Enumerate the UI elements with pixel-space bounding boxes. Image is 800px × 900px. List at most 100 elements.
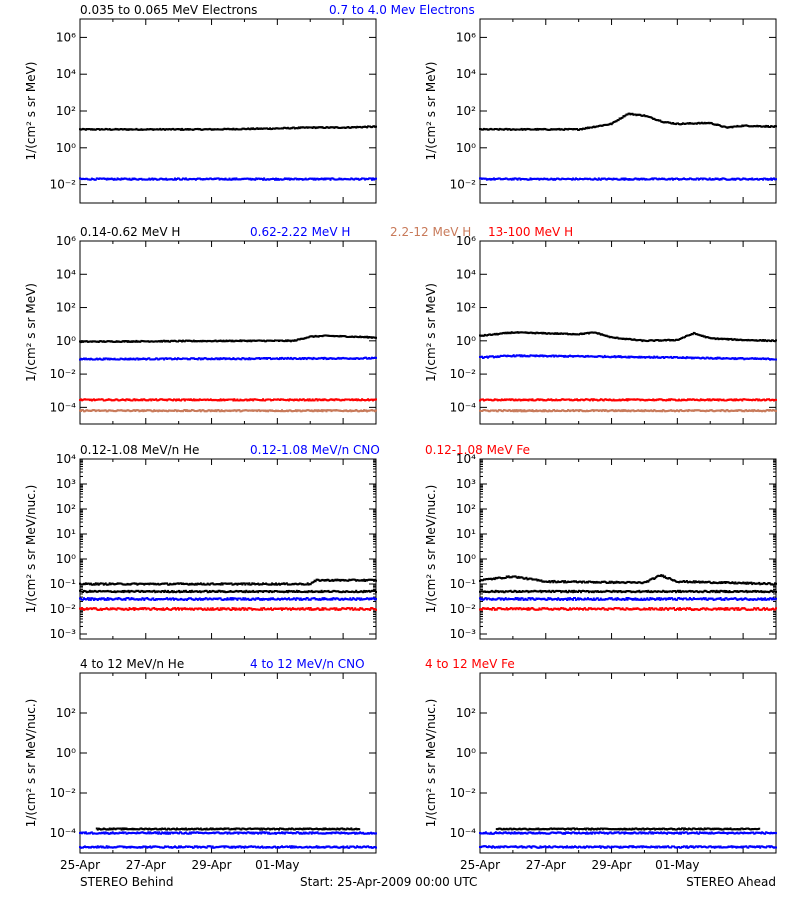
data-point: [659, 119, 662, 122]
data-point: [196, 358, 199, 361]
data-point: [661, 410, 664, 413]
data-point: [599, 178, 602, 181]
data-point: [274, 583, 276, 586]
data-point: [596, 178, 599, 181]
data-point: [102, 597, 105, 600]
data-point: [225, 598, 228, 601]
data-point: [254, 178, 257, 181]
data-point: [275, 582, 277, 585]
data-series: [79, 334, 377, 344]
data-point: [217, 409, 220, 411]
data-point: [501, 410, 504, 413]
data-point: [482, 398, 484, 401]
data-point: [541, 410, 544, 413]
data-point: [148, 607, 151, 610]
data-point: [516, 178, 519, 181]
y-tick-label: 10²: [56, 301, 76, 315]
data-point: [543, 410, 546, 413]
data-point: [230, 582, 233, 585]
data-point: [127, 597, 130, 599]
y-tick-label: 10⁶: [56, 234, 76, 248]
y-tick-label: 10³: [56, 477, 76, 491]
data-point: [715, 357, 718, 360]
data-point: [717, 399, 720, 402]
data-point: [130, 178, 133, 181]
data-point: [306, 582, 309, 585]
data-point: [82, 591, 84, 593]
data-point: [571, 178, 574, 181]
data-point: [268, 591, 271, 594]
data-point: [775, 178, 777, 181]
data-point: [181, 608, 183, 611]
data-point: [161, 608, 164, 611]
data-point: [287, 177, 290, 180]
data-point: [752, 410, 755, 413]
data-point: [626, 399, 629, 402]
data-point: [140, 598, 143, 601]
data-point: [206, 607, 209, 610]
data-point: [375, 398, 377, 401]
data-series: [79, 409, 377, 413]
data-point: [293, 597, 296, 600]
data-point: [309, 583, 312, 586]
data-point: [375, 125, 377, 128]
data-point: [236, 598, 239, 601]
data-point: [261, 598, 264, 601]
data-point: [136, 357, 139, 360]
data-point: [656, 355, 659, 358]
data-point: [218, 399, 221, 402]
data-point: [220, 608, 223, 611]
data-point: [252, 589, 255, 592]
data-point: [143, 599, 146, 601]
data-point: [274, 178, 276, 181]
data-point: [205, 608, 208, 611]
y-tick-label: 10²: [56, 104, 76, 118]
data-point: [208, 608, 211, 611]
data-point: [297, 399, 300, 402]
data-point: [768, 398, 771, 401]
data-point: [311, 358, 314, 361]
data-point: [528, 178, 531, 181]
data-point: [617, 119, 620, 122]
data-point: [144, 607, 147, 610]
data-point: [359, 598, 362, 601]
y-tick-label: 10⁶: [456, 234, 476, 248]
data-point: [375, 336, 377, 339]
data-point: [243, 598, 246, 601]
y-tick-label: 10⁻²: [450, 367, 477, 381]
data-point: [603, 354, 606, 357]
data-series: [79, 607, 377, 611]
data-point: [694, 178, 697, 181]
data-point: [87, 598, 90, 601]
data-point: [590, 398, 593, 401]
data-series: [479, 177, 777, 181]
data-point: [485, 355, 488, 358]
data-point: [166, 582, 169, 585]
data-point: [523, 409, 526, 412]
data-point: [375, 597, 377, 600]
data-point: [122, 591, 125, 594]
data-point: [299, 597, 302, 600]
data-point: [329, 178, 332, 181]
y-tick-label: 10⁰: [456, 141, 476, 155]
data-point: [703, 335, 706, 338]
y-tick-label: 10⁴: [56, 267, 76, 281]
data-point: [522, 410, 525, 413]
y-axis-label: 1/(cm² s sr MeV): [424, 283, 438, 382]
data-point: [574, 178, 576, 181]
data-point: [247, 597, 250, 600]
data-point: [141, 607, 144, 610]
data-point: [182, 398, 185, 401]
plot-grid: 0.035 to 0.065 MeV Electrons 0.7 to 4.0 M…: [24, 3, 777, 872]
data-point: [248, 357, 251, 360]
data-point: [770, 177, 773, 180]
data-series: [79, 578, 377, 586]
data-point: [124, 598, 127, 601]
data-point: [229, 597, 232, 600]
data-point: [708, 177, 711, 180]
data-point: [512, 354, 515, 357]
data-point: [263, 177, 266, 180]
data-point: [295, 589, 298, 592]
data-point: [230, 598, 233, 601]
data-point: [108, 608, 111, 611]
